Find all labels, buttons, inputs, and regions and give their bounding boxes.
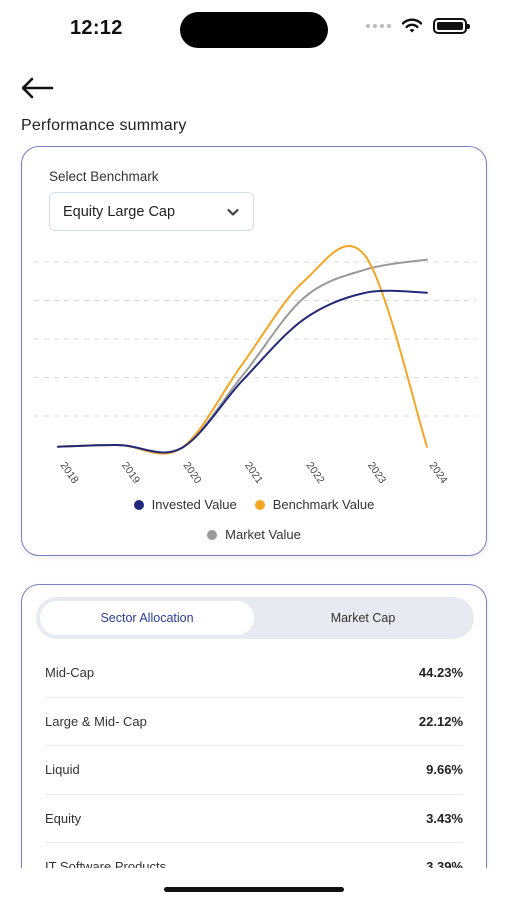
allocation-name: Liquid <box>45 762 80 778</box>
benchmark-selected-value: Equity Large Cap <box>63 203 176 220</box>
back-button[interactable] <box>20 72 60 104</box>
performance-line-chart: 2018 2019 2020 2021 2022 2023 2024 <box>34 244 476 486</box>
wifi-icon <box>401 18 423 33</box>
tab-sector-allocation[interactable]: Sector Allocation <box>40 601 254 635</box>
status-time: 12:12 <box>70 17 123 39</box>
status-bar: 12:12 <box>0 0 507 60</box>
legend-label-benchmark: Benchmark Value <box>272 497 375 512</box>
dynamic-island <box>180 12 328 48</box>
legend-item-benchmark: Benchmark Value <box>254 497 375 512</box>
legend-item-invested: Invested Value <box>133 497 237 512</box>
allocation-list: Mid-Cap 44.23% Large & Mid- Cap 22.12% Liqui… <box>45 649 463 884</box>
list-item: Equity 3.43% <box>45 795 463 843</box>
legend-row-1: Invested Value Benchmark Value <box>22 497 486 512</box>
tab-market-cap[interactable]: Market Cap <box>330 611 396 625</box>
allocation-toggle: Sector Allocation Market Cap <box>36 597 474 639</box>
battery-icon <box>433 18 470 34</box>
home-indicator[interactable] <box>164 887 344 892</box>
allocation-name: Large & Mid- Cap <box>45 713 147 729</box>
performance-card: Select Benchmark Equity Large Cap 2018 20… <box>21 146 487 556</box>
allocation-percent: 3.43% <box>426 810 463 826</box>
allocation-name: Equity <box>45 810 82 826</box>
legend-dot-invested <box>133 499 144 510</box>
x-tick-label: 2020 <box>181 460 204 486</box>
list-item: Large & Mid- Cap 22.12% <box>45 698 463 746</box>
legend-label-invested: Invested Value <box>151 497 237 512</box>
benchmark-dropdown[interactable]: Equity Large Cap <box>49 192 254 231</box>
allocation-percent: 44.23% <box>418 665 463 681</box>
x-tick-label: 2024 <box>427 460 450 486</box>
legend-dot-benchmark <box>254 499 265 510</box>
legend-dot-market <box>207 529 218 540</box>
legend-item-market: Market Value <box>207 527 301 542</box>
legend-row-2: Market Value <box>22 527 486 542</box>
allocation-name: Mid-Cap <box>45 665 95 681</box>
legend-label-market: Market Value <box>225 527 301 542</box>
x-tick-label: 2021 <box>242 460 265 486</box>
arrow-left-icon <box>21 77 54 99</box>
list-item: Mid-Cap 44.23% <box>45 649 463 698</box>
benchmark-label: Select Benchmark <box>49 169 159 184</box>
allocation-card: Sector Allocation Market Cap Mid-Cap 44.2… <box>21 584 487 884</box>
allocation-percent: 9.66% <box>426 762 463 778</box>
page-title: Performance summary <box>21 117 187 134</box>
series-line-invested-value <box>57 289 428 454</box>
cellular-signal-icon <box>366 24 391 28</box>
series-line-market-value <box>57 258 428 454</box>
x-tick-label: 2022 <box>304 460 327 486</box>
allocation-percent: 22.12% <box>418 713 463 729</box>
x-tick-label: 2019 <box>119 460 142 486</box>
x-tick-label: 2023 <box>365 460 388 486</box>
series-line-benchmark-value <box>57 244 428 455</box>
chevron-down-icon <box>227 208 239 216</box>
bottom-safe-area <box>0 868 507 900</box>
status-icons <box>366 18 470 34</box>
list-item: Liquid 9.66% <box>45 746 463 795</box>
x-tick-label: 2018 <box>58 460 81 486</box>
